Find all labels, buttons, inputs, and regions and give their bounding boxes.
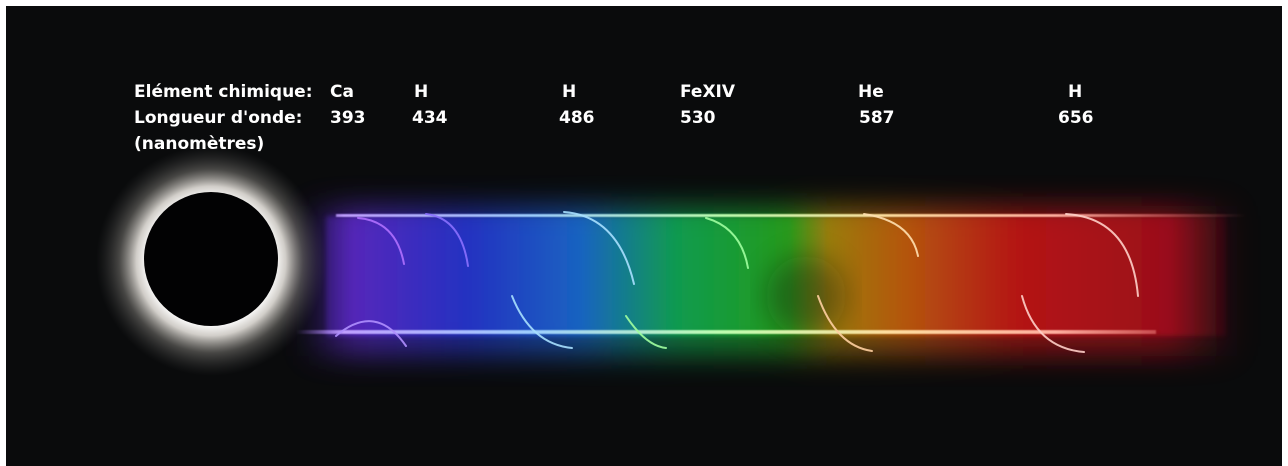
spectrum-lower-line [296, 330, 1156, 334]
wavelength-393: 393 [330, 108, 366, 128]
moon-disk [144, 192, 278, 326]
spectrum-graphic [96, 146, 1246, 376]
wavelength-486: 486 [559, 108, 595, 128]
element-fexiv: FeXIV [680, 82, 736, 102]
element-ca: Ca [330, 82, 354, 102]
element-h-486: H [562, 82, 577, 102]
eclipse-spectrum-photo: Elément chimique: Longueur d'onde: (nano… [6, 6, 1282, 466]
caption-labels: Elément chimique: Longueur d'onde: (nano… [6, 6, 1282, 206]
wavelength-434: 434 [412, 108, 448, 128]
unit-label: (nanomètres) [134, 134, 265, 154]
emission-arcs [335, 211, 1139, 353]
element-he: He [858, 82, 884, 102]
element-label: Elément chimique: [134, 82, 313, 102]
spectrum-upper-line [336, 214, 1246, 217]
element-h-434: H [414, 82, 429, 102]
wavelength-656: 656 [1058, 108, 1094, 128]
wavelength-530: 530 [680, 108, 716, 128]
wavelength-587: 587 [859, 108, 895, 128]
wavelength-label: Longueur d'onde: [134, 108, 303, 128]
element-h-656: H [1068, 82, 1083, 102]
